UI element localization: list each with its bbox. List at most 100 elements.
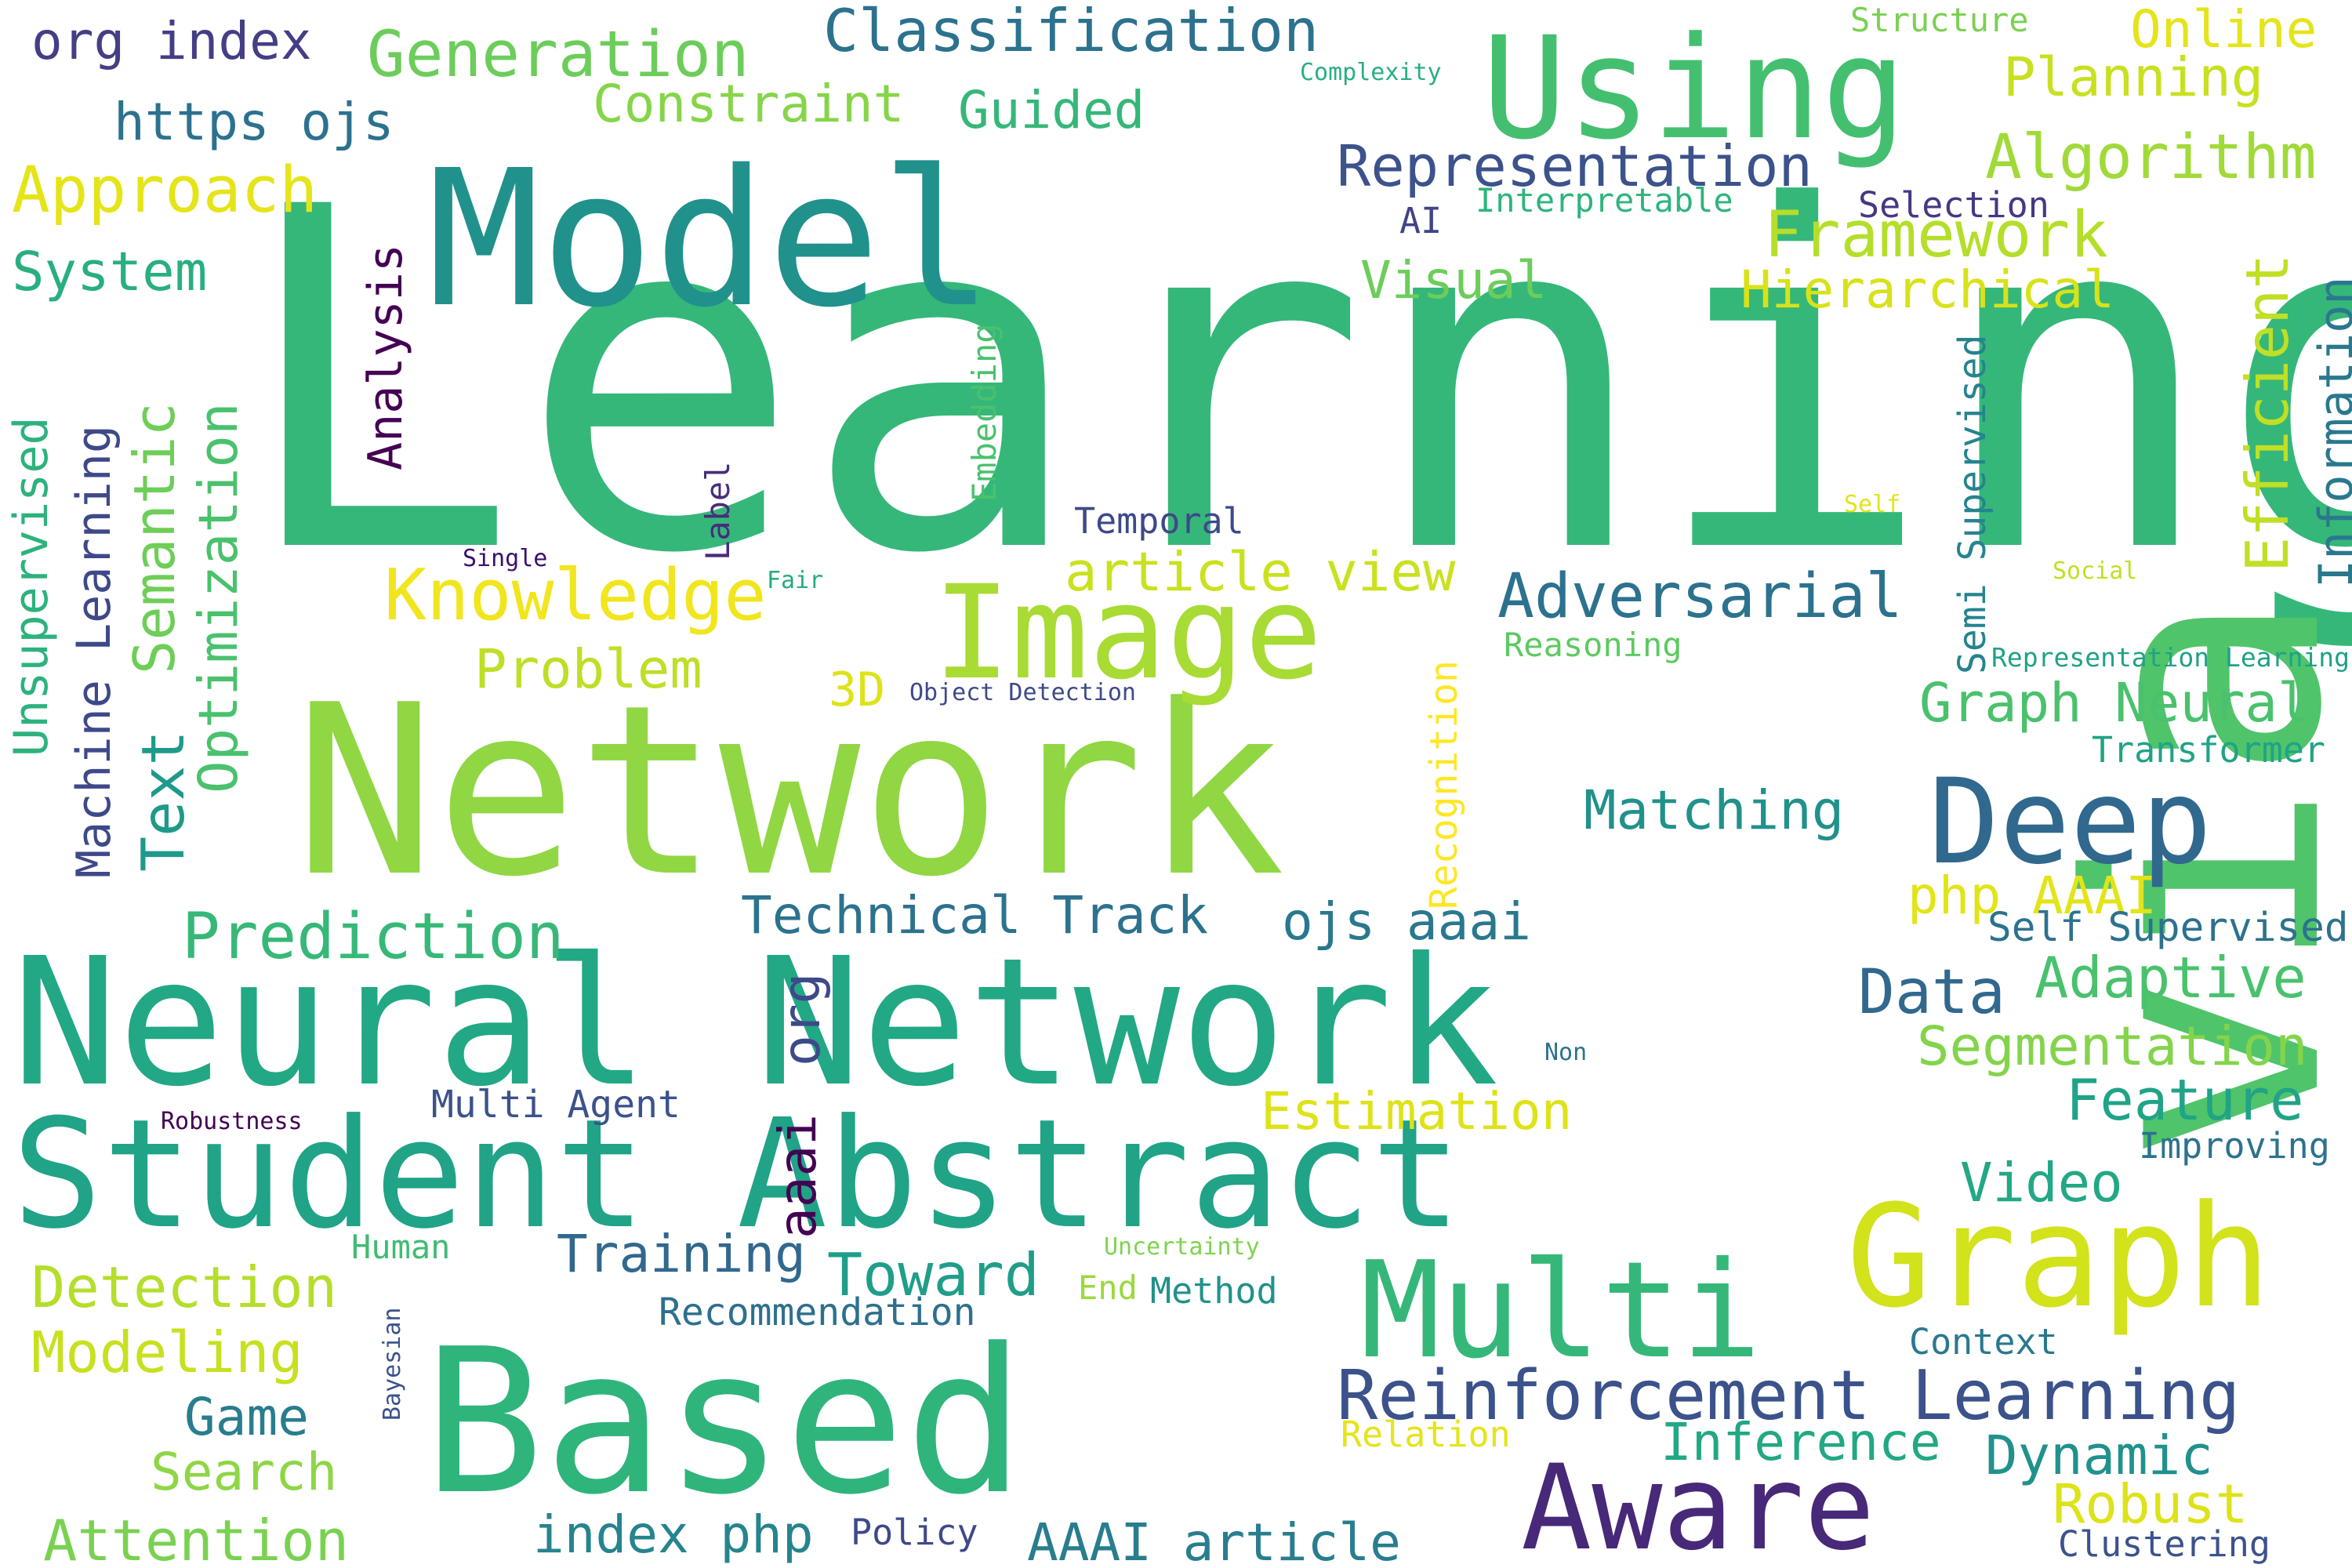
word-label: Label	[699, 462, 737, 561]
word-social: Social	[2053, 557, 2137, 585]
word-machine-learning: Machine Learning	[67, 425, 122, 878]
word-guided: Guided	[958, 80, 1145, 140]
word-reinforcement-learning: Reinforcement Learning	[1337, 1356, 2240, 1436]
word-online: Online	[2130, 0, 2317, 60]
word-optimization: Optimization	[187, 403, 250, 794]
word-efficient: Efficient	[2233, 254, 2302, 572]
word-system: System	[12, 241, 207, 303]
word-aaai: aaai	[768, 1114, 828, 1239]
word-approach: Approach	[12, 154, 318, 227]
word-learning: Learning	[235, 108, 2352, 656]
word-framework: Framework	[1764, 198, 2108, 272]
word-using: Using	[1482, 7, 1907, 171]
word-graph-neural: Graph Neural	[1919, 672, 2310, 735]
word-video: Video	[1960, 1152, 2123, 1214]
word-detection: Detection	[31, 1254, 337, 1320]
word-embedding: Embedding	[965, 323, 1004, 502]
word-temporal: Temporal	[1074, 500, 1244, 542]
word-structure: Structure	[1850, 1, 2029, 39]
word-self-supervised: Self Supervised	[1987, 905, 2349, 951]
word-prediction: Prediction	[182, 900, 564, 974]
word-clustering: Clustering	[2058, 1523, 2270, 1565]
word-multi-agent: Multi Agent	[431, 1083, 681, 1127]
word-based: Based	[423, 1306, 1025, 1539]
word-selection: Selection	[1858, 184, 2049, 226]
word-network: Network	[294, 655, 1285, 928]
word-3d: 3D	[829, 662, 885, 717]
word-analysis: Analysis	[358, 244, 413, 470]
word-search: Search	[151, 1442, 337, 1502]
word-generation: Generation	[367, 18, 750, 92]
word-neural-network: Neural Network	[12, 920, 1498, 1126]
word-improving: Improving	[2139, 1125, 2330, 1167]
word-single: Single	[463, 545, 547, 572]
word-self: Self	[1844, 491, 1900, 518]
word-student-abstract: Student Abstract	[12, 1087, 1462, 1262]
word-recommendation: Recommendation	[659, 1290, 976, 1334]
word-relation: Relation	[1341, 1414, 1511, 1455]
word-php-aaai: php AAAI	[1907, 866, 2157, 926]
word-toward: Toward	[827, 1240, 1040, 1309]
word-aware: Aware	[1521, 1440, 1875, 1568]
word-data: Data	[1858, 957, 2005, 1028]
word-org-index: org index	[31, 11, 312, 71]
word-robust: Robust	[2053, 1473, 2248, 1536]
word-context: Context	[1909, 1321, 2058, 1363]
word-modeling: Modeling	[31, 1319, 303, 1385]
word-algorithm: Algorithm	[1985, 122, 2317, 193]
word-deep: Deep	[1929, 754, 2212, 891]
word-semi-supervised: Semi Supervised	[1951, 335, 1994, 674]
word-segmentation: Segmentation	[1917, 1015, 2308, 1078]
word-ai: AI	[1399, 200, 1442, 241]
word-hierarchical: Hierarchical	[1740, 260, 2114, 320]
word-planning: Planning	[2003, 46, 2263, 109]
word-non: Non	[1544, 1039, 1587, 1066]
word-reasoning: Reasoning	[1504, 626, 1682, 664]
word-robustness: Robustness	[161, 1108, 303, 1135]
word-object-detection: Object Detection	[909, 679, 1136, 706]
word-https-ojs: https ojs	[114, 92, 394, 152]
word-bayesian: Bayesian	[379, 1308, 406, 1421]
word-feature: Feature	[2066, 1067, 2303, 1133]
word-model: Model	[427, 129, 993, 349]
word-information: Information	[2309, 277, 2352, 588]
word-technical-track: Technical Track	[741, 885, 1208, 946]
word-recognition: Recognition	[1422, 660, 1466, 909]
word-adaptive: Adaptive	[2034, 945, 2307, 1011]
word-policy: Policy	[851, 1512, 978, 1553]
word-text: Text	[129, 730, 198, 872]
word-transformer: Transformer	[2092, 729, 2325, 771]
word-method: Method	[1150, 1270, 1278, 1312]
word-end: End	[1078, 1269, 1138, 1307]
word-complexity: Complexity	[1300, 59, 1442, 86]
word-game: Game	[184, 1387, 309, 1447]
word-problem: Problem	[474, 638, 702, 701]
word-training: Training	[557, 1224, 806, 1284]
word-article-view: article view	[1065, 541, 1456, 604]
word-semantic: Semantic	[122, 402, 187, 674]
word-org: org	[771, 973, 832, 1066]
word-inference: Inference	[1661, 1412, 1941, 1472]
word-uncertainty: Uncertainty	[1104, 1233, 1260, 1261]
word-human: Human	[351, 1228, 450, 1266]
word-attention: Attention	[43, 1508, 349, 1568]
word-aaai-article: AAAI article	[1027, 1512, 1401, 1568]
word-estimation: Estimation	[1261, 1081, 1572, 1142]
word-fair: Fair	[767, 567, 823, 594]
word-interpretable: Interpretable	[1475, 181, 1733, 220]
word-via: via	[2022, 591, 2352, 1165]
word-classification: Classification	[823, 0, 1319, 65]
word-ojs-aaai: ojs aaai	[1282, 891, 1531, 952]
word-representation-learning: Representation Learning	[1991, 642, 2350, 673]
word-visual: Visual	[1360, 250, 1547, 310]
word-matching: Matching	[1584, 779, 1844, 842]
word-knowledge: Knowledge	[384, 554, 767, 637]
word-adversarial: Adversarial	[1497, 561, 1903, 632]
word-dynamic: Dynamic	[1985, 1425, 2213, 1487]
word-multi: Multi	[1360, 1233, 1762, 1388]
word-graph: Graph	[1846, 1175, 2271, 1339]
word-index-php: index php	[533, 1504, 814, 1565]
